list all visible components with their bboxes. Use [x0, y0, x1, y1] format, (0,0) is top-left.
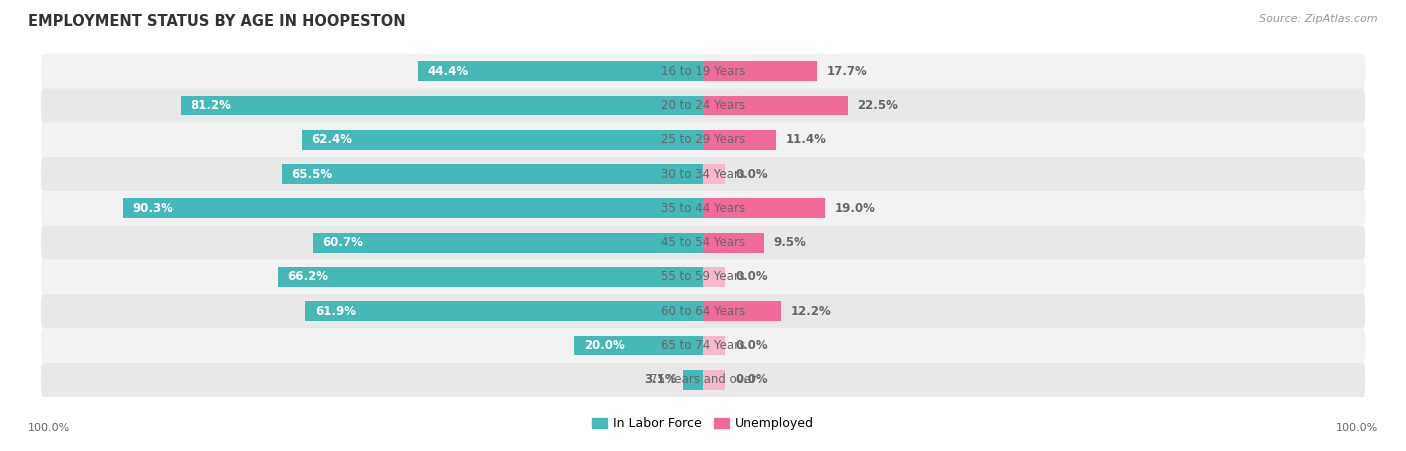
Text: 44.4%: 44.4%	[427, 65, 468, 78]
Bar	[283, 164, 703, 184]
Text: 9.5%: 9.5%	[773, 236, 807, 249]
Bar	[703, 370, 725, 390]
Bar	[703, 130, 776, 150]
FancyBboxPatch shape	[41, 363, 1365, 397]
Bar	[122, 198, 703, 218]
FancyBboxPatch shape	[41, 191, 1365, 226]
Bar	[703, 233, 763, 253]
Text: 65 to 74 Years: 65 to 74 Years	[661, 339, 745, 352]
Bar	[703, 267, 725, 287]
Text: EMPLOYMENT STATUS BY AGE IN HOOPESTON: EMPLOYMENT STATUS BY AGE IN HOOPESTON	[28, 14, 406, 28]
Bar	[302, 130, 703, 150]
Text: 0.0%: 0.0%	[735, 339, 768, 352]
Text: 60.7%: 60.7%	[322, 236, 363, 249]
Text: 11.4%: 11.4%	[786, 133, 827, 146]
Bar	[683, 370, 703, 390]
Text: 81.2%: 81.2%	[191, 99, 232, 112]
Text: 100.0%: 100.0%	[1336, 423, 1378, 433]
FancyBboxPatch shape	[41, 88, 1365, 123]
FancyBboxPatch shape	[41, 123, 1365, 157]
Text: Source: ZipAtlas.com: Source: ZipAtlas.com	[1260, 14, 1378, 23]
Text: 0.0%: 0.0%	[735, 168, 768, 180]
Text: 17.7%: 17.7%	[827, 65, 868, 78]
Text: 45 to 54 Years: 45 to 54 Years	[661, 236, 745, 249]
FancyBboxPatch shape	[41, 54, 1365, 88]
Bar	[277, 267, 703, 287]
Text: 25 to 29 Years: 25 to 29 Years	[661, 133, 745, 146]
Text: 19.0%: 19.0%	[835, 202, 876, 215]
FancyBboxPatch shape	[41, 226, 1365, 260]
Bar	[418, 61, 703, 81]
Bar	[703, 61, 817, 81]
Text: 55 to 59 Years: 55 to 59 Years	[661, 271, 745, 283]
FancyBboxPatch shape	[41, 328, 1365, 363]
Text: 65.5%: 65.5%	[291, 168, 333, 180]
Text: 20.0%: 20.0%	[583, 339, 624, 352]
Bar	[575, 336, 703, 355]
Text: 22.5%: 22.5%	[858, 99, 898, 112]
Bar	[703, 164, 725, 184]
Text: 16 to 19 Years: 16 to 19 Years	[661, 65, 745, 78]
Text: 100.0%: 100.0%	[28, 423, 70, 433]
Text: 3.1%: 3.1%	[644, 373, 676, 386]
Bar	[703, 198, 825, 218]
Text: 61.9%: 61.9%	[315, 305, 356, 318]
Text: 90.3%: 90.3%	[132, 202, 173, 215]
FancyBboxPatch shape	[41, 294, 1365, 328]
Bar	[305, 301, 703, 321]
Bar	[181, 96, 703, 115]
FancyBboxPatch shape	[41, 260, 1365, 294]
Bar	[703, 336, 725, 355]
Text: 75 Years and over: 75 Years and over	[650, 373, 756, 386]
Bar	[703, 301, 782, 321]
Text: 20 to 24 Years: 20 to 24 Years	[661, 99, 745, 112]
Text: 66.2%: 66.2%	[287, 271, 328, 283]
Text: 62.4%: 62.4%	[312, 133, 353, 146]
Text: 0.0%: 0.0%	[735, 271, 768, 283]
Bar	[314, 233, 703, 253]
Legend: In Labor Force, Unemployed: In Labor Force, Unemployed	[586, 412, 820, 435]
Text: 12.2%: 12.2%	[792, 305, 832, 318]
Text: 0.0%: 0.0%	[735, 373, 768, 386]
FancyBboxPatch shape	[41, 157, 1365, 191]
Bar	[703, 96, 848, 115]
Text: 30 to 34 Years: 30 to 34 Years	[661, 168, 745, 180]
Text: 35 to 44 Years: 35 to 44 Years	[661, 202, 745, 215]
Text: 60 to 64 Years: 60 to 64 Years	[661, 305, 745, 318]
